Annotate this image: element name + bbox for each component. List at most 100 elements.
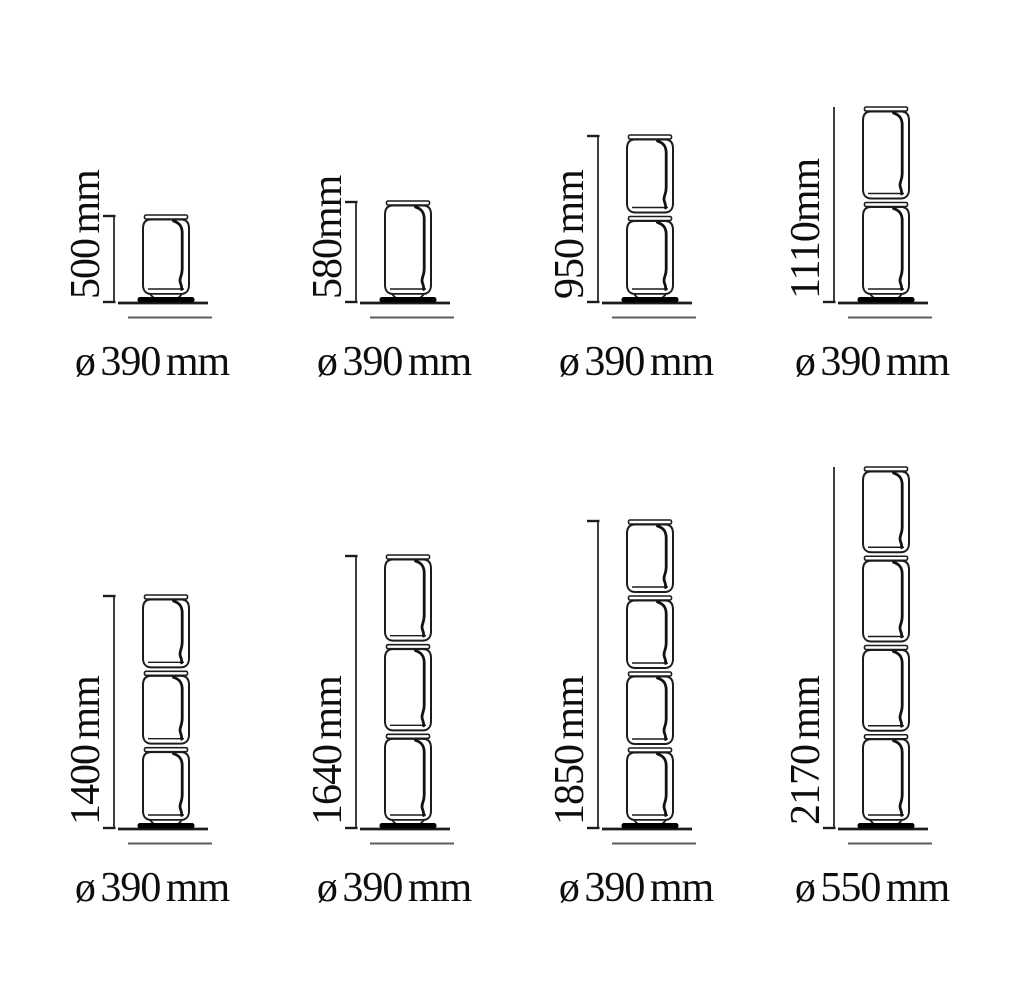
module-rim (627, 671, 673, 677)
diameter-label: ø 390 mm (317, 339, 473, 385)
height-label: 1850 mm (547, 675, 593, 825)
reflection-highlight (892, 650, 904, 728)
base-plate (137, 294, 195, 303)
lamp-figure-6: 1640 mm ø 390 mm (305, 554, 473, 911)
base-disc (857, 823, 915, 829)
reflection-highlight (172, 219, 184, 291)
lamp-figure-3: 950 mm ø 390 mm (547, 134, 715, 385)
reflection-highlight (892, 560, 904, 639)
lamp-figure-7: 1850 mm ø 390 mm (547, 519, 715, 911)
module-outline (626, 675, 674, 745)
base-disc (621, 297, 679, 303)
lamp-module (142, 214, 190, 295)
module-outline (862, 738, 910, 821)
module-rim (863, 733, 909, 740)
module-outline (862, 559, 910, 643)
lamp-body (142, 214, 190, 295)
lamp-module (626, 215, 674, 295)
base-plate (379, 294, 437, 303)
base-plate (379, 820, 437, 829)
lamp-module (862, 106, 910, 200)
reflection-highlight (172, 752, 184, 817)
module-outline (862, 206, 910, 295)
reflection-highlight (892, 111, 904, 196)
module-rim (627, 747, 673, 753)
reflection-highlight (892, 471, 904, 550)
lamp-module (384, 200, 432, 295)
lamp-module (862, 733, 910, 821)
reflection-highlight (172, 599, 184, 665)
module-rim (627, 134, 673, 140)
diameter-label: ø 390 mm (317, 865, 473, 911)
module-rim (143, 670, 189, 677)
module-rim (863, 201, 909, 208)
module-rim (863, 466, 909, 472)
lamp-body (862, 466, 910, 821)
reflection-highlight (656, 139, 668, 210)
lamp-module (862, 644, 910, 732)
module-outline (384, 204, 432, 295)
base-disc (857, 297, 915, 303)
module-rim (143, 214, 189, 220)
module-rim (385, 200, 431, 206)
module-outline (862, 470, 910, 554)
module-outline (142, 218, 190, 295)
reflection-highlight (656, 600, 668, 665)
lamp-module (142, 746, 190, 821)
module-outline (142, 598, 190, 669)
diameter-label: ø 390 mm (75, 865, 231, 911)
lamp-module (626, 519, 674, 593)
reflection-highlight (656, 676, 668, 741)
height-label: 2170 mm (783, 675, 829, 825)
lamp-module (862, 555, 910, 643)
lamp-figure-8: 2170 mm ø 550 mm (783, 466, 951, 911)
module-outline (626, 523, 674, 593)
base-disc (137, 297, 195, 303)
lamp-module (142, 594, 190, 669)
module-rim (385, 643, 431, 650)
reflection-highlight (414, 649, 426, 728)
module-rim (143, 594, 189, 600)
reflection-highlight (414, 559, 426, 638)
base-disc (379, 297, 437, 303)
lamp-module (626, 747, 674, 821)
module-outline (384, 648, 432, 732)
height-label: 500 mm (63, 169, 109, 299)
lamp-body (142, 594, 190, 821)
module-outline (626, 138, 674, 214)
module-rim (627, 519, 673, 525)
reflection-highlight (656, 221, 668, 291)
reflection-highlight (414, 738, 426, 817)
module-rim (143, 746, 189, 753)
reflection-highlight (892, 207, 904, 291)
module-rim (627, 215, 673, 222)
lamp-module (626, 595, 674, 669)
lamp-module (862, 466, 910, 554)
module-outline (626, 599, 674, 669)
diameter-label: ø 390 mm (75, 339, 231, 385)
lamp-figure-5: 1400 mm ø 390 mm (63, 594, 231, 911)
lamp-module (626, 134, 674, 214)
module-outline (626, 220, 674, 295)
base-disc (379, 823, 437, 829)
lamp-module (626, 671, 674, 745)
reflection-highlight (656, 752, 668, 817)
base-plate (137, 820, 195, 829)
lamp-module (384, 733, 432, 822)
module-rim (863, 106, 909, 112)
module-outline (862, 649, 910, 732)
diameter-label: ø 390 mm (559, 865, 715, 911)
height-label: 1400 mm (63, 675, 109, 825)
lamp-module (384, 554, 432, 642)
lamp-body (626, 519, 674, 821)
lamp-figure-4: 1110mm ø 390 mm (783, 106, 951, 385)
height-label: 1640 mm (305, 675, 351, 825)
module-rim (627, 595, 673, 601)
height-label: 1110mm (783, 157, 829, 299)
lamp-module (862, 201, 910, 295)
diameter-label: ø 390 mm (559, 339, 715, 385)
lamp-body (626, 134, 674, 295)
module-outline (142, 751, 190, 821)
base-disc (137, 823, 195, 829)
